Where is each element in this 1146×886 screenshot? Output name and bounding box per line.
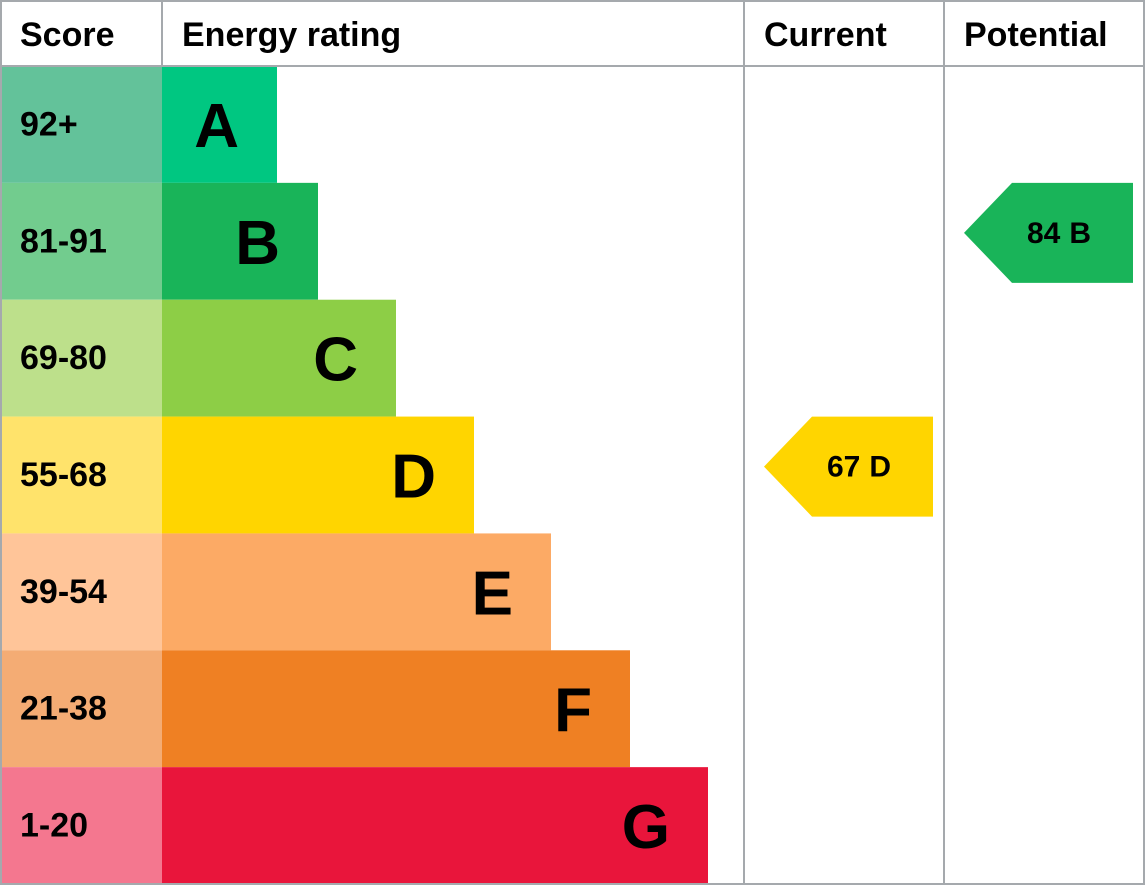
current-band: D <box>869 450 891 483</box>
band-bar <box>162 533 551 651</box>
rows: 92+ A 81-91 B 69-80 C 55-68 D 39-54 E 21-38 F 1-20 G <box>1 66 708 884</box>
potential-arrow <box>964 182 1133 283</box>
band-bar <box>162 66 277 183</box>
potential-label: 84 B <box>1027 216 1091 249</box>
band-bar <box>162 182 318 300</box>
score-range: 69-80 <box>20 339 107 377</box>
score-cell <box>1 767 162 884</box>
header-score: Score <box>20 16 115 54</box>
band-bar <box>162 416 474 534</box>
score-cell <box>1 650 162 768</box>
band-letter: B <box>235 209 280 278</box>
header-potential: Potential <box>964 16 1108 54</box>
header-rating: Energy rating <box>182 16 401 54</box>
score-cell <box>1 416 162 534</box>
potential-score: 84 <box>1027 216 1061 249</box>
current-label: 67 D <box>827 450 891 483</box>
score-cell <box>1 299 162 417</box>
band-letter: A <box>194 92 239 161</box>
band-bar <box>162 767 708 884</box>
score-cell <box>1 66 162 183</box>
score-range: 81-91 <box>20 222 107 260</box>
score-range: 21-38 <box>20 690 107 728</box>
band-letter: G <box>622 793 670 862</box>
score-range: 55-68 <box>20 456 107 494</box>
score-range: 39-54 <box>20 573 107 611</box>
score-cell <box>1 182 162 300</box>
score-range: 92+ <box>20 105 78 143</box>
current-score: 67 <box>827 450 860 483</box>
potential-band: B <box>1069 216 1091 249</box>
header-current: Current <box>764 16 887 54</box>
score-range: 1-20 <box>20 807 88 845</box>
band-bar <box>162 299 396 417</box>
band-letter: F <box>554 676 592 745</box>
current-arrow <box>764 416 933 517</box>
band-letter: E <box>472 559 513 628</box>
band-letter: D <box>391 443 436 512</box>
band-bar <box>162 650 630 768</box>
band-letter: C <box>313 326 358 395</box>
score-cell <box>1 533 162 651</box>
